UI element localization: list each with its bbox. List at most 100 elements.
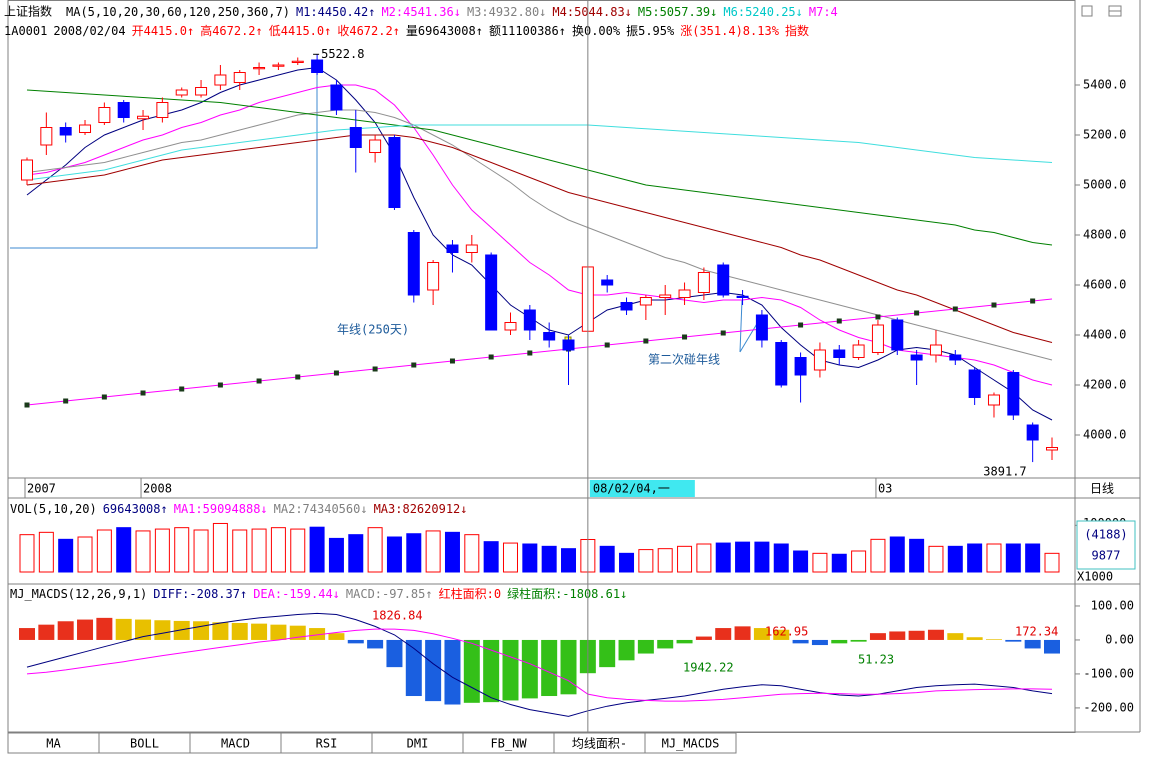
y-tick-label: 4200.0 xyxy=(1083,378,1126,392)
volume-bar xyxy=(135,530,151,573)
header-item: 绿柱面积:-1808.61↓ xyxy=(507,586,627,601)
ma-marker xyxy=(604,342,610,348)
volume-bar xyxy=(58,538,74,573)
volume-bar xyxy=(309,526,325,573)
y-tick-label: 5200.0 xyxy=(1083,128,1126,142)
ma-marker xyxy=(952,306,958,312)
header-item: MACD:-97.85↑ xyxy=(346,587,433,601)
area-label: 162.95 xyxy=(765,625,808,639)
window-icon[interactable] xyxy=(1081,5,1093,17)
volume-bar xyxy=(502,542,518,573)
unit-label: X1000 xyxy=(1077,570,1113,584)
volume-bar xyxy=(464,534,480,573)
volume-bar xyxy=(77,536,93,573)
header-item: 红柱面积:0 xyxy=(439,586,501,601)
header-line: MJ_MACDS(12,26,9,1) DIFF:-208.37↑ DEA:-159… xyxy=(10,586,627,601)
candle-body xyxy=(21,159,33,181)
side-box-text: 9877 xyxy=(1092,549,1121,563)
y-tick-label: 4600.0 xyxy=(1083,278,1126,292)
candle-body xyxy=(1007,372,1020,416)
candle-body xyxy=(543,332,556,341)
macd-bar xyxy=(831,639,848,644)
ma-marker xyxy=(295,374,301,380)
candle-body xyxy=(659,294,672,298)
volume-bar xyxy=(444,531,460,573)
annotation-arrow xyxy=(739,321,759,353)
macd-bar xyxy=(1024,639,1041,649)
volume-bar xyxy=(522,543,538,573)
macd-bar xyxy=(57,621,74,640)
volume-bar xyxy=(754,541,770,573)
macd-bar xyxy=(193,621,210,640)
macd-bar xyxy=(908,630,925,640)
candle-body xyxy=(697,272,710,293)
macd-bar xyxy=(309,628,326,640)
macd-bar xyxy=(927,629,944,640)
side-box xyxy=(1076,520,1136,570)
ma-marker xyxy=(682,334,688,340)
macd-bar xyxy=(19,628,35,640)
volume-bar xyxy=(715,542,731,573)
area-label: 1826.84 xyxy=(372,609,423,623)
volume-bar xyxy=(251,528,267,573)
macd-bar xyxy=(657,639,674,649)
header-item: M5:5057.39↓ xyxy=(638,5,717,19)
tab-label: MJ_MACDS xyxy=(662,737,720,751)
ma-marker xyxy=(720,330,726,336)
volume-bar xyxy=(232,529,248,573)
candle-body xyxy=(949,354,962,361)
candle-body xyxy=(891,319,904,351)
candle-body xyxy=(601,279,614,286)
candle-body xyxy=(79,124,92,133)
ma-marker xyxy=(875,314,881,320)
header-line: VOL(5,10,20) 69643008↑ MA1:59094888↓ MA2:74… xyxy=(10,502,468,516)
ma-marker xyxy=(836,318,842,324)
candle-body xyxy=(291,60,304,63)
header-item: 换0.00% xyxy=(572,24,621,38)
candle-body xyxy=(311,59,324,73)
x-tick-label: 2008 xyxy=(143,482,172,496)
macd-bar xyxy=(773,629,790,640)
header-item: DEA:-159.44↓ xyxy=(253,587,340,601)
macd-bar xyxy=(347,639,364,644)
candle-body xyxy=(369,139,382,153)
candle-body xyxy=(446,244,459,253)
volume-bar xyxy=(328,537,344,573)
volume-bar xyxy=(599,545,615,573)
ma-marker xyxy=(643,338,649,344)
volume-bar xyxy=(96,529,112,573)
macd-bar xyxy=(115,618,132,640)
macd-bar xyxy=(966,637,983,640)
macd-bar xyxy=(425,639,442,702)
header-item: 指数 xyxy=(785,23,809,38)
volume-bar xyxy=(193,529,209,573)
ma-line xyxy=(26,124,1053,181)
volume-bar xyxy=(1005,543,1021,573)
header-item: 振5.95% xyxy=(626,24,675,38)
ma-marker xyxy=(63,398,69,404)
selection-box xyxy=(10,72,318,249)
macd-bar xyxy=(850,639,867,642)
ma-marker xyxy=(1030,298,1036,304)
macd-bar xyxy=(985,639,1002,640)
header-item: 额11100386↑ xyxy=(489,24,566,38)
macd-bar xyxy=(1005,639,1022,642)
candle-body xyxy=(156,102,169,118)
header-item: MA1:59094888↓ xyxy=(174,502,268,516)
candle-body xyxy=(253,67,266,70)
macd-bar xyxy=(947,633,964,640)
volume-bar xyxy=(657,548,673,573)
macd-bar xyxy=(734,626,751,640)
plot-layer: 上证指数 MA(5,10,20,30,60,120,250,360,7) M1:44… xyxy=(4,0,1134,754)
volume-bar xyxy=(735,541,751,573)
volume-bar xyxy=(967,543,983,573)
macd-bar xyxy=(135,619,152,640)
candle-body xyxy=(717,264,730,296)
ma-marker xyxy=(991,302,997,308)
candle-body xyxy=(214,74,227,86)
candle-body xyxy=(330,84,343,111)
price-plot xyxy=(21,54,1058,463)
header-item: 69643008↑ xyxy=(103,502,168,516)
y-tick-label: -100.00 xyxy=(1083,666,1134,680)
tab[interactable] xyxy=(644,732,737,754)
